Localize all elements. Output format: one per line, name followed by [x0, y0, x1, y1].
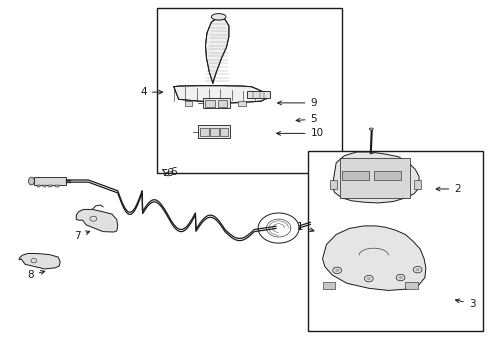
Ellipse shape [28, 177, 34, 185]
Bar [205, 100, 215, 107]
Bar [42, 185, 46, 187]
Bar [200, 128, 208, 136]
Bar [405, 282, 417, 289]
Polygon shape [173, 86, 266, 103]
Text: 6: 6 [163, 168, 173, 178]
Polygon shape [329, 180, 336, 189]
Bar [55, 185, 59, 187]
Bar [217, 100, 227, 107]
Ellipse shape [368, 128, 372, 130]
Text: 8: 8 [27, 270, 44, 280]
Bar [341, 171, 368, 180]
Bar [184, 101, 192, 107]
Text: 4: 4 [140, 87, 163, 97]
Bar [307, 151, 483, 330]
Ellipse shape [211, 14, 225, 20]
Circle shape [398, 276, 402, 279]
Bar [339, 158, 409, 198]
Bar [219, 128, 228, 136]
Polygon shape [331, 152, 418, 203]
Polygon shape [205, 17, 228, 83]
Bar [322, 282, 334, 289]
Bar [210, 128, 219, 136]
Bar [238, 101, 245, 107]
Polygon shape [322, 226, 425, 291]
Circle shape [334, 269, 338, 272]
Text: 9: 9 [277, 98, 316, 108]
Text: 10: 10 [276, 129, 323, 138]
Text: 5: 5 [296, 114, 316, 124]
Bar [48, 185, 52, 187]
Bar [373, 171, 400, 180]
Bar [213, 101, 221, 107]
Bar [34, 177, 65, 185]
Polygon shape [76, 210, 118, 232]
Text: 3: 3 [455, 299, 474, 309]
Text: 7: 7 [74, 231, 89, 240]
Bar [157, 8, 341, 173]
Bar [246, 91, 270, 98]
Polygon shape [19, 253, 60, 269]
Text: 6: 6 [164, 167, 177, 177]
Circle shape [415, 268, 419, 271]
Text: 1: 1 [296, 222, 313, 231]
Bar [198, 126, 229, 138]
Polygon shape [413, 180, 420, 189]
Circle shape [366, 277, 370, 280]
Text: 2: 2 [435, 184, 460, 194]
Bar [37, 185, 40, 187]
Bar [203, 98, 229, 108]
